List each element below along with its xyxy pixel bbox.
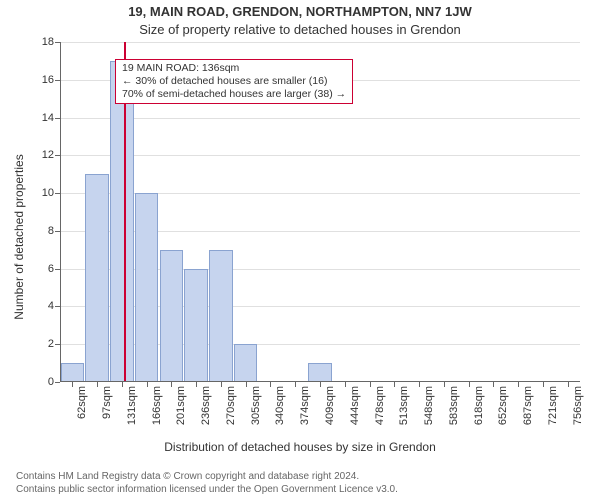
y-tick-label: 6 [24, 263, 54, 275]
grid-line [60, 118, 580, 119]
x-tick-label: 687sqm [522, 386, 534, 446]
x-axis-line [60, 381, 580, 382]
histogram-bar [209, 250, 233, 382]
page-subtitle: Size of property relative to detached ho… [0, 22, 600, 37]
chart-container: 19, MAIN ROAD, GRENDON, NORTHAMPTON, NN7… [0, 0, 600, 500]
x-tick-label: 374sqm [299, 386, 311, 446]
x-tick [543, 382, 544, 387]
x-tick [246, 382, 247, 387]
grid-line [60, 42, 580, 43]
attribution-line: Contains public sector information licen… [16, 483, 398, 496]
histogram-bar [61, 363, 85, 382]
histogram-bar [110, 61, 134, 382]
histogram-bar [184, 269, 208, 382]
histogram-bar [308, 363, 332, 382]
y-tick-label: 10 [24, 187, 54, 199]
x-tick-label: 756sqm [572, 386, 584, 446]
y-tick-label: 8 [24, 225, 54, 237]
x-tick-label: 548sqm [423, 386, 435, 446]
x-tick-label: 236sqm [200, 386, 212, 446]
x-tick [419, 382, 420, 387]
x-tick [122, 382, 123, 387]
page-title: 19, MAIN ROAD, GRENDON, NORTHAMPTON, NN7… [0, 4, 600, 19]
x-tick [320, 382, 321, 387]
x-tick [72, 382, 73, 387]
x-tick-label: 131sqm [126, 386, 138, 446]
x-tick-label: 62sqm [76, 386, 88, 446]
attribution-text: Contains HM Land Registry data © Crown c… [16, 470, 398, 496]
y-axis-line [60, 42, 61, 382]
x-tick [469, 382, 470, 387]
histogram-bar [135, 193, 159, 382]
x-tick [147, 382, 148, 387]
x-tick-label: 166sqm [151, 386, 163, 446]
x-tick-label: 409sqm [324, 386, 336, 446]
info-box-line: ← 30% of detached houses are smaller (16… [122, 75, 346, 88]
x-tick [370, 382, 371, 387]
y-tick-label: 4 [24, 300, 54, 312]
histogram-bar [234, 344, 258, 382]
x-tick-label: 340sqm [274, 386, 286, 446]
x-tick [345, 382, 346, 387]
x-tick [171, 382, 172, 387]
x-tick-label: 652sqm [497, 386, 509, 446]
info-box-line: 19 MAIN ROAD: 136sqm [122, 62, 346, 75]
info-box: 19 MAIN ROAD: 136sqm← 30% of detached ho… [115, 59, 353, 104]
x-tick [518, 382, 519, 387]
y-tick [55, 382, 60, 383]
x-tick [97, 382, 98, 387]
histogram-bar [160, 250, 184, 382]
x-tick-label: 583sqm [448, 386, 460, 446]
y-tick-label: 18 [24, 36, 54, 48]
x-tick-label: 201sqm [175, 386, 187, 446]
y-tick-label: 12 [24, 149, 54, 161]
attribution-line: Contains HM Land Registry data © Crown c… [16, 470, 398, 483]
x-tick [221, 382, 222, 387]
y-tick-label: 0 [24, 376, 54, 388]
x-tick [568, 382, 569, 387]
x-tick [394, 382, 395, 387]
x-tick-label: 721sqm [547, 386, 559, 446]
histogram-bar [85, 174, 109, 382]
plot-area: 02468101214161862sqm97sqm131sqm166sqm201… [60, 42, 580, 382]
y-tick-label: 14 [24, 112, 54, 124]
y-tick-label: 2 [24, 338, 54, 350]
x-tick-label: 444sqm [349, 386, 361, 446]
x-tick-label: 513sqm [398, 386, 410, 446]
x-tick [270, 382, 271, 387]
x-tick [444, 382, 445, 387]
x-tick-label: 478sqm [374, 386, 386, 446]
x-tick-label: 618sqm [473, 386, 485, 446]
x-tick-label: 270sqm [225, 386, 237, 446]
x-tick [493, 382, 494, 387]
y-tick-label: 16 [24, 74, 54, 86]
x-tick [295, 382, 296, 387]
info-box-line: 70% of semi-detached houses are larger (… [122, 88, 346, 101]
x-tick-label: 305sqm [250, 386, 262, 446]
grid-line [60, 155, 580, 156]
x-tick-label: 97sqm [101, 386, 113, 446]
x-tick [196, 382, 197, 387]
